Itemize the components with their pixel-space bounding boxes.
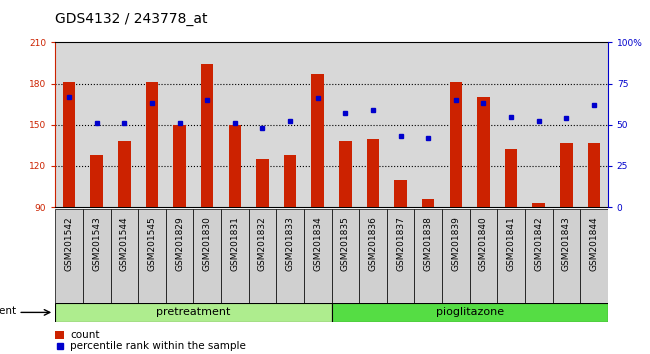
Text: agent: agent (0, 307, 17, 316)
Bar (194, 209, 221, 303)
Bar (469, 42, 497, 207)
Bar (525, 209, 552, 303)
Text: percentile rank within the sample: percentile rank within the sample (70, 341, 246, 350)
Bar (229, 125, 241, 207)
Bar (339, 141, 352, 207)
Bar (387, 42, 415, 207)
Bar (90, 155, 103, 207)
Text: pioglitazone: pioglitazone (436, 307, 504, 318)
Bar (83, 42, 111, 207)
Bar (450, 82, 462, 207)
Text: GSM201830: GSM201830 (203, 216, 212, 271)
Bar (276, 42, 304, 207)
Text: GSM201543: GSM201543 (92, 216, 101, 271)
Bar (55, 42, 83, 207)
Bar (580, 209, 608, 303)
Bar (83, 209, 111, 303)
Bar (359, 209, 387, 303)
Bar (415, 42, 442, 207)
Text: GSM201542: GSM201542 (64, 216, 73, 271)
Text: GSM201829: GSM201829 (175, 216, 184, 271)
Text: GSM201839: GSM201839 (451, 216, 460, 271)
Bar (256, 159, 268, 207)
Bar (552, 42, 580, 207)
Bar (221, 42, 248, 207)
Bar (580, 42, 608, 207)
Bar (497, 42, 525, 207)
Text: GSM201840: GSM201840 (479, 216, 488, 271)
Bar (166, 209, 194, 303)
Text: GSM201832: GSM201832 (258, 216, 267, 271)
Bar (221, 209, 248, 303)
Bar (469, 209, 497, 303)
Bar (63, 82, 75, 207)
Text: GSM201544: GSM201544 (120, 216, 129, 271)
Bar (497, 209, 525, 303)
Bar (367, 138, 379, 207)
Bar (477, 97, 489, 207)
Bar (55, 303, 332, 322)
Text: GSM201843: GSM201843 (562, 216, 571, 271)
Bar (166, 42, 194, 207)
Bar (532, 203, 545, 207)
Bar (174, 125, 186, 207)
Bar (359, 42, 387, 207)
Bar (276, 209, 304, 303)
Bar (194, 42, 221, 207)
Bar (201, 64, 213, 207)
Bar (505, 149, 517, 207)
Text: GSM201545: GSM201545 (148, 216, 157, 271)
Text: GSM201838: GSM201838 (424, 216, 433, 271)
Text: GSM201835: GSM201835 (341, 216, 350, 271)
Bar (387, 209, 415, 303)
Bar (138, 209, 166, 303)
Bar (55, 331, 64, 339)
Bar (525, 42, 552, 207)
Text: GSM201844: GSM201844 (590, 216, 599, 271)
Bar (146, 82, 158, 207)
Bar (560, 143, 573, 207)
Bar (442, 209, 469, 303)
Bar (442, 42, 469, 207)
Bar (395, 180, 407, 207)
Bar (304, 42, 332, 207)
Bar (55, 209, 83, 303)
Bar (332, 42, 359, 207)
Text: GSM201836: GSM201836 (369, 216, 378, 271)
Bar (552, 209, 580, 303)
Bar (332, 209, 359, 303)
Bar (304, 209, 332, 303)
Bar (248, 209, 276, 303)
Text: GSM201834: GSM201834 (313, 216, 322, 271)
Bar (111, 209, 138, 303)
Text: pretreatment: pretreatment (156, 307, 231, 318)
Bar (138, 42, 166, 207)
Text: count: count (70, 330, 99, 340)
Bar (332, 303, 608, 322)
Bar (588, 143, 600, 207)
Text: GSM201841: GSM201841 (506, 216, 515, 271)
Bar (422, 199, 434, 207)
Text: GDS4132 / 243778_at: GDS4132 / 243778_at (55, 12, 208, 27)
Bar (415, 209, 442, 303)
Bar (248, 42, 276, 207)
Text: GSM201837: GSM201837 (396, 216, 405, 271)
Bar (111, 42, 138, 207)
Bar (118, 141, 131, 207)
Bar (311, 74, 324, 207)
Text: GSM201831: GSM201831 (230, 216, 239, 271)
Bar (284, 155, 296, 207)
Text: GSM201842: GSM201842 (534, 216, 543, 271)
Text: GSM201833: GSM201833 (285, 216, 294, 271)
